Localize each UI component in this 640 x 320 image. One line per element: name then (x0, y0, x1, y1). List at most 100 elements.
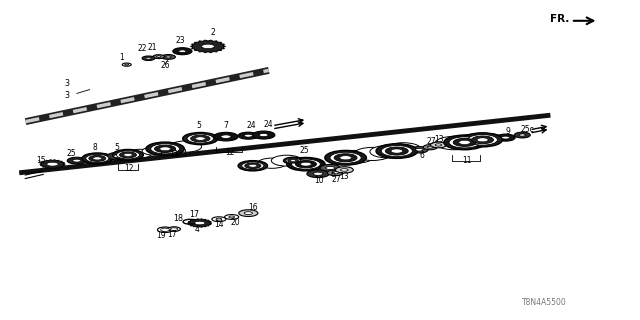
Text: 14: 14 (214, 220, 224, 229)
Ellipse shape (477, 138, 488, 142)
Ellipse shape (449, 137, 480, 148)
Ellipse shape (142, 147, 165, 155)
Text: 18: 18 (173, 214, 183, 223)
Ellipse shape (202, 44, 214, 49)
Ellipse shape (340, 169, 348, 171)
Text: 7: 7 (223, 121, 228, 130)
Ellipse shape (122, 63, 131, 66)
Ellipse shape (168, 227, 180, 231)
Ellipse shape (89, 156, 106, 161)
Ellipse shape (301, 162, 311, 166)
Ellipse shape (253, 131, 275, 139)
Text: 5: 5 (196, 121, 201, 130)
Text: 13: 13 (434, 135, 444, 144)
Text: 24: 24 (246, 121, 257, 130)
Ellipse shape (288, 159, 298, 163)
Ellipse shape (161, 228, 170, 231)
Text: 25: 25 (299, 146, 309, 155)
Ellipse shape (127, 149, 152, 158)
Ellipse shape (239, 210, 258, 217)
Ellipse shape (157, 227, 173, 232)
Ellipse shape (221, 135, 231, 139)
Ellipse shape (435, 144, 442, 146)
Ellipse shape (463, 133, 502, 147)
Text: 23: 23 (175, 36, 186, 45)
Ellipse shape (187, 134, 214, 143)
Ellipse shape (195, 221, 205, 225)
Text: 13: 13 (339, 172, 349, 181)
Text: 15: 15 (36, 156, 46, 165)
Ellipse shape (151, 144, 179, 154)
Ellipse shape (496, 134, 515, 141)
Ellipse shape (142, 56, 155, 60)
Ellipse shape (179, 50, 186, 52)
Text: 11: 11 (170, 150, 179, 159)
Text: 16: 16 (248, 203, 258, 212)
Ellipse shape (116, 151, 140, 159)
Text: 25: 25 (67, 149, 77, 158)
Text: 27: 27 (426, 137, 436, 146)
Ellipse shape (428, 146, 433, 148)
Ellipse shape (354, 147, 391, 161)
Ellipse shape (334, 154, 357, 162)
Ellipse shape (238, 161, 268, 171)
Text: 12: 12 (226, 148, 235, 156)
Ellipse shape (214, 132, 238, 141)
Text: 25c: 25c (520, 125, 534, 134)
Ellipse shape (472, 136, 493, 144)
Ellipse shape (73, 159, 81, 162)
Ellipse shape (114, 155, 123, 158)
Ellipse shape (146, 57, 152, 59)
Text: T8N4A5500: T8N4A5500 (522, 298, 566, 307)
Ellipse shape (258, 158, 287, 168)
Ellipse shape (172, 228, 177, 230)
Ellipse shape (165, 56, 172, 58)
Text: 22: 22 (138, 44, 147, 53)
Ellipse shape (385, 147, 408, 155)
Ellipse shape (113, 149, 143, 160)
Ellipse shape (225, 215, 239, 220)
Ellipse shape (86, 154, 109, 163)
Ellipse shape (162, 228, 168, 231)
Ellipse shape (124, 153, 132, 156)
Text: 6: 6 (330, 170, 335, 179)
Text: 20: 20 (230, 218, 241, 227)
Ellipse shape (381, 146, 412, 156)
Ellipse shape (125, 64, 129, 65)
Ellipse shape (161, 55, 175, 60)
Text: 5: 5 (115, 143, 120, 152)
Ellipse shape (259, 133, 268, 137)
Polygon shape (188, 219, 212, 227)
Ellipse shape (307, 170, 329, 178)
Ellipse shape (459, 140, 470, 144)
Ellipse shape (326, 166, 335, 170)
Ellipse shape (170, 228, 178, 230)
Text: 11: 11 (463, 156, 472, 165)
Text: 3: 3 (65, 79, 70, 88)
Ellipse shape (287, 157, 325, 171)
Ellipse shape (295, 160, 316, 168)
Text: 21: 21 (148, 43, 157, 52)
Ellipse shape (183, 132, 218, 145)
Ellipse shape (229, 216, 235, 218)
Ellipse shape (286, 158, 300, 163)
Ellipse shape (67, 157, 86, 164)
Ellipse shape (330, 152, 361, 163)
Ellipse shape (160, 147, 170, 151)
Ellipse shape (415, 148, 423, 151)
Ellipse shape (153, 55, 164, 59)
Ellipse shape (242, 162, 264, 170)
Ellipse shape (155, 145, 175, 153)
Ellipse shape (238, 132, 259, 139)
Text: 17: 17 (189, 210, 199, 219)
Ellipse shape (244, 163, 261, 169)
Text: 4: 4 (195, 225, 200, 234)
Text: 1: 1 (119, 53, 124, 62)
Ellipse shape (170, 141, 202, 152)
Text: 6: 6 (420, 151, 425, 160)
Ellipse shape (410, 147, 428, 153)
Ellipse shape (340, 156, 351, 160)
Ellipse shape (82, 153, 113, 164)
Ellipse shape (328, 170, 344, 176)
Ellipse shape (376, 144, 418, 158)
